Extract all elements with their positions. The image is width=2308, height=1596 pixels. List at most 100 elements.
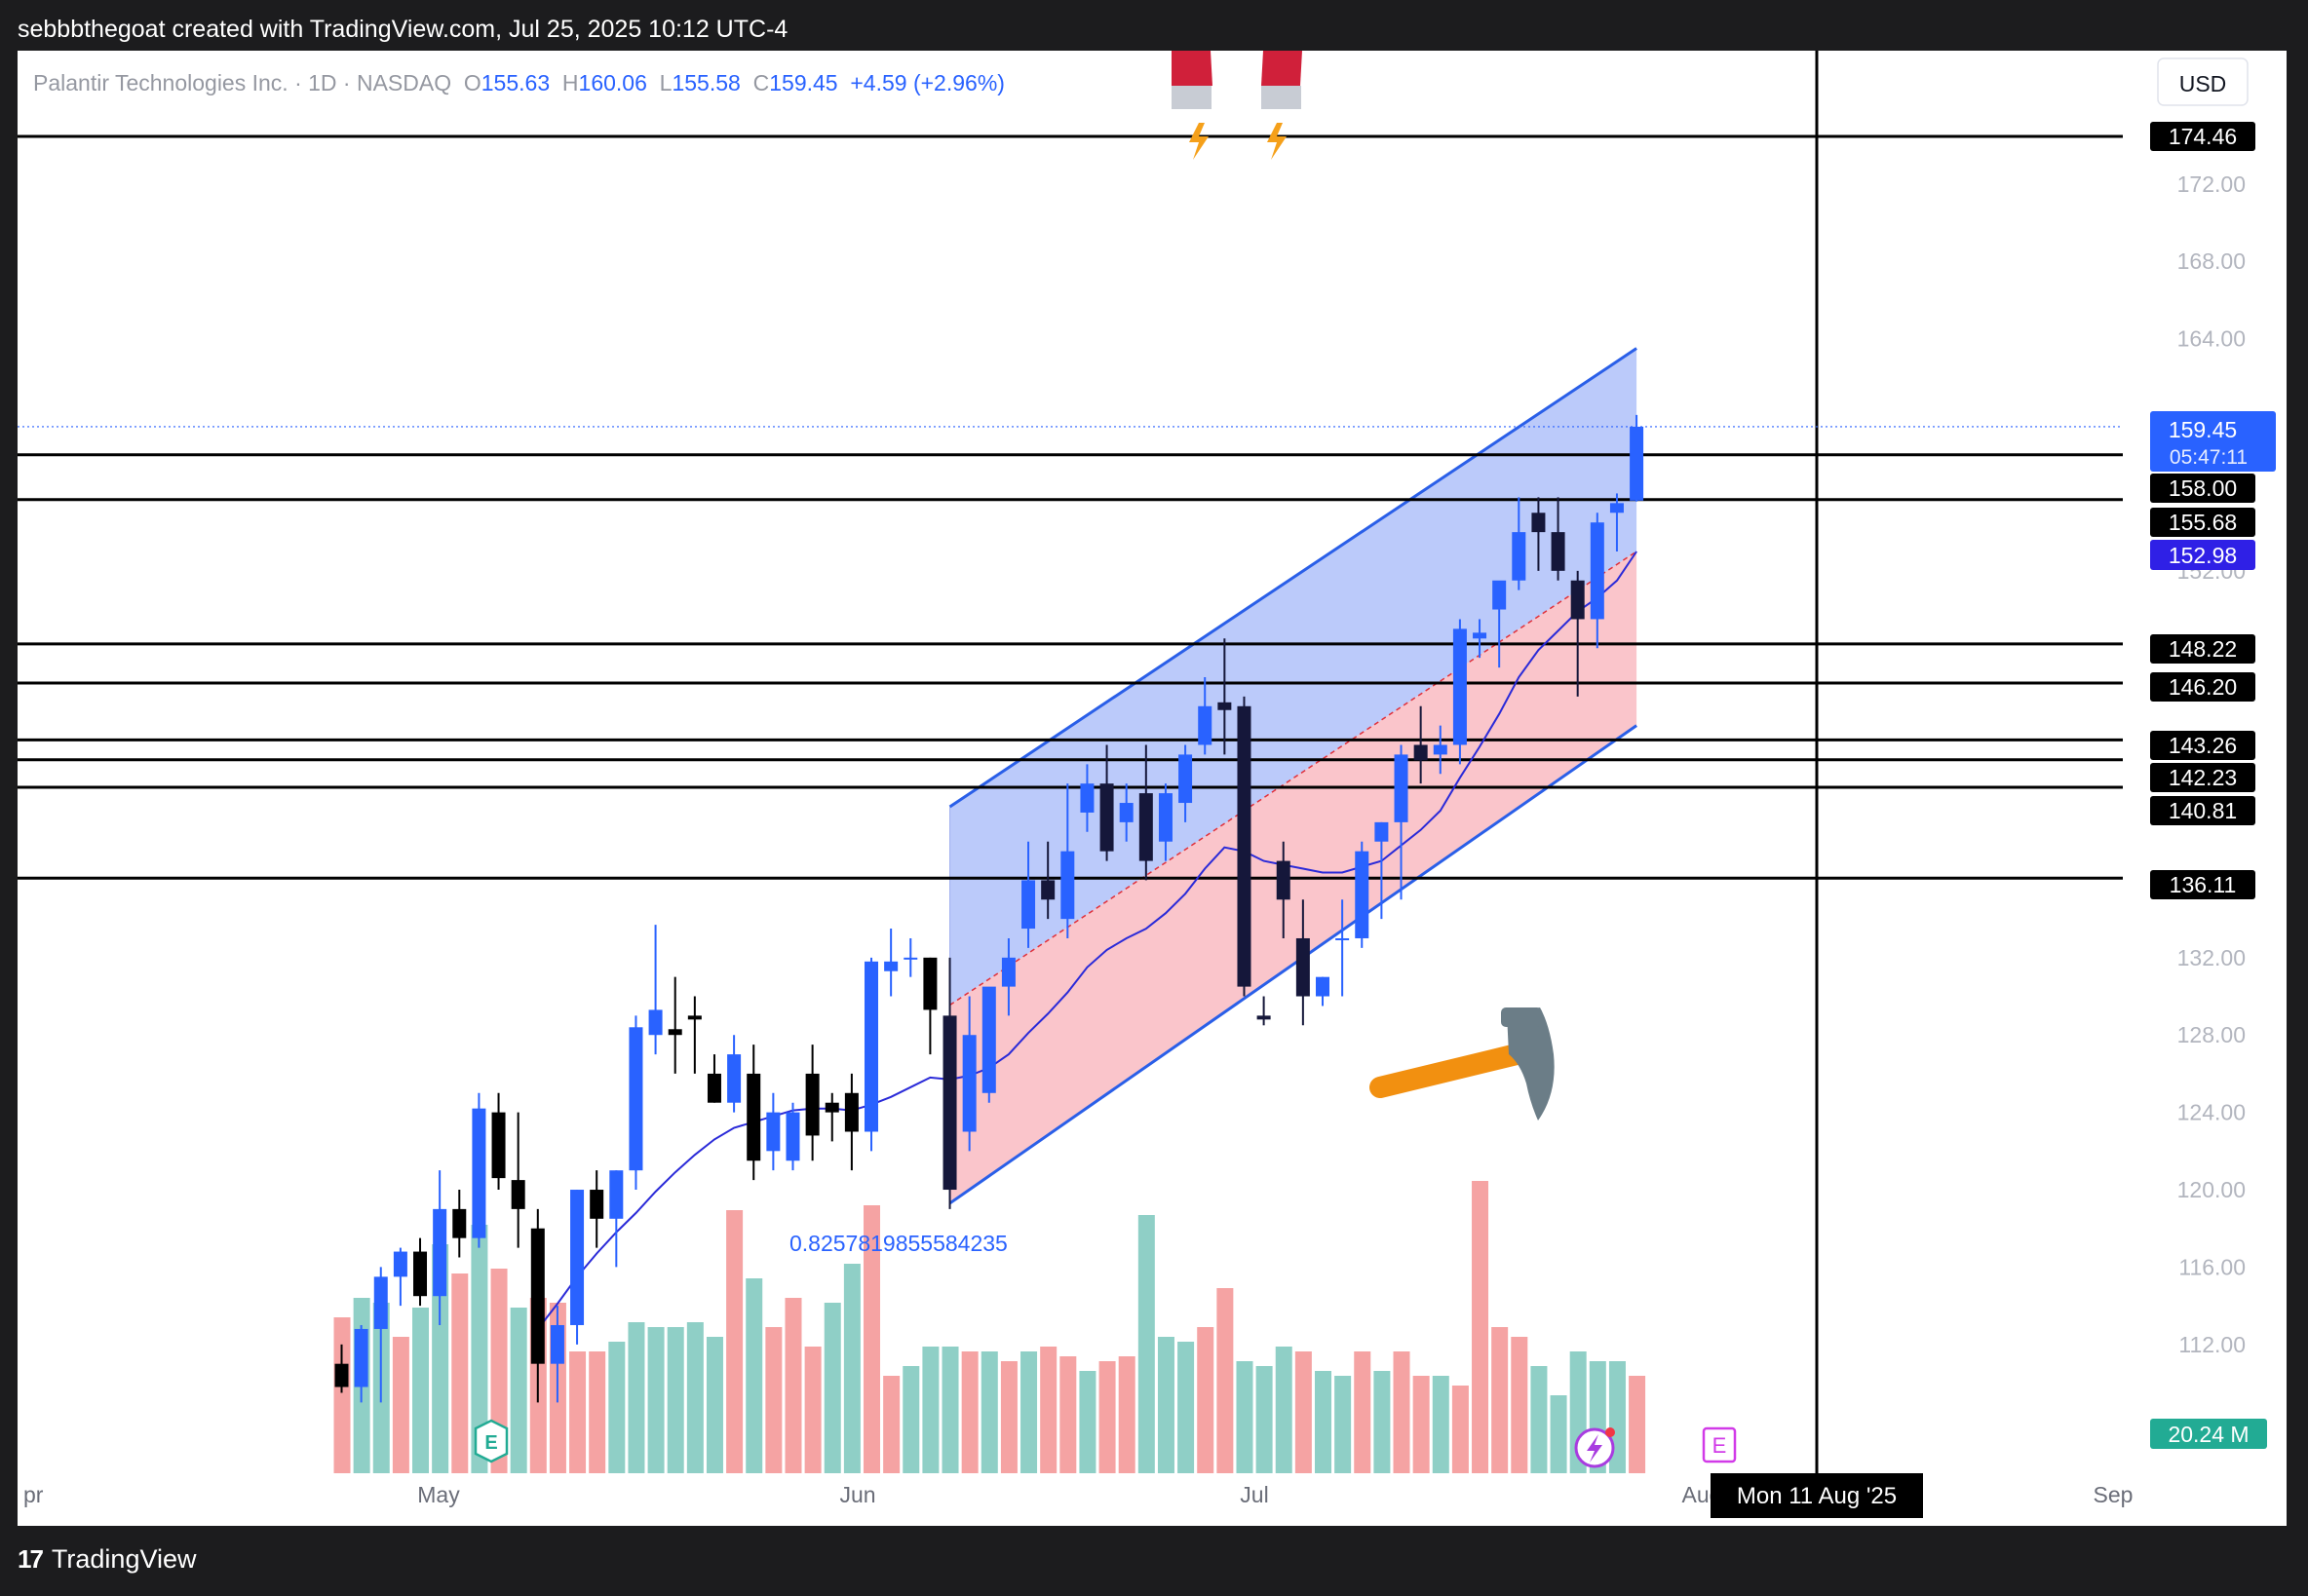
currency-selector[interactable] — [2157, 57, 2249, 106]
candle[interactable] — [1080, 764, 1095, 832]
candle[interactable] — [1276, 841, 1290, 938]
candle[interactable] — [1355, 841, 1369, 948]
candle[interactable] — [805, 1045, 820, 1161]
candle[interactable] — [1060, 783, 1075, 938]
candle[interactable] — [981, 986, 996, 1103]
price-tick-label: 128.00 — [2177, 1022, 2246, 1047]
tradingview-brand[interactable]: 17 TradingView — [18, 1544, 197, 1575]
candle[interactable] — [1394, 744, 1408, 900]
candle[interactable] — [1433, 725, 1447, 775]
candle[interactable] — [629, 1015, 643, 1191]
chart-frame[interactable]: 0.8257819855584235 E E 112.00 116.00 120.00 1… — [18, 51, 2287, 1526]
level-tag-174-46[interactable] — [2150, 122, 2255, 151]
candle[interactable] — [648, 925, 663, 1055]
candle[interactable] — [884, 929, 899, 997]
candle[interactable] — [865, 957, 879, 1152]
candle[interactable] — [1099, 744, 1114, 861]
candle[interactable] — [1001, 937, 1016, 1016]
candle[interactable] — [530, 1208, 545, 1403]
candle[interactable] — [1630, 414, 1644, 502]
level-tag-143-26[interactable] — [2150, 731, 2255, 760]
level-tag-155-68[interactable] — [2150, 508, 2255, 537]
level-tag-142-23[interactable] — [2150, 763, 2255, 792]
candle[interactable] — [707, 1054, 721, 1103]
candle[interactable] — [590, 1170, 604, 1248]
candle[interactable] — [1374, 821, 1389, 920]
candle[interactable] — [1570, 570, 1585, 697]
candle[interactable] — [550, 1306, 564, 1403]
candle[interactable] — [766, 1092, 781, 1171]
candle[interactable] — [1237, 696, 1251, 997]
candle[interactable] — [1256, 996, 1271, 1026]
level-tag-158-00[interactable] — [2150, 474, 2255, 503]
candle[interactable] — [1492, 580, 1507, 668]
current-price-tag[interactable] — [2150, 411, 2276, 472]
volume-tag[interactable] — [2150, 1419, 2267, 1449]
earnings-icon[interactable]: E — [474, 1419, 509, 1463]
candle[interactable] — [511, 1112, 525, 1248]
candle[interactable] — [923, 957, 938, 1055]
candle[interactable] — [668, 976, 682, 1074]
level-tag-label: 143.26 — [2169, 733, 2237, 758]
candle[interactable] — [825, 1092, 839, 1142]
level-tag-148-22[interactable] — [2150, 634, 2255, 664]
level-tag-140-81[interactable] — [2150, 796, 2255, 825]
candle[interactable] — [904, 937, 918, 977]
candle[interactable] — [1295, 899, 1310, 1026]
channel-value-tag[interactable] — [2150, 540, 2255, 570]
candle[interactable] — [491, 1092, 506, 1191]
candle[interactable] — [393, 1247, 407, 1307]
candle[interactable] — [373, 1267, 388, 1403]
price-tick-label: 132.00 — [2177, 945, 2246, 970]
candle[interactable] — [687, 996, 702, 1074]
candle[interactable] — [433, 1170, 447, 1325]
candle[interactable] — [1198, 677, 1212, 755]
candle[interactable] — [747, 1045, 761, 1181]
candle[interactable] — [1590, 513, 1604, 649]
level-tag-146-20[interactable] — [2150, 672, 2255, 702]
candle[interactable] — [727, 1035, 742, 1113]
candle[interactable] — [1551, 497, 1565, 581]
candle[interactable] — [609, 1170, 624, 1268]
channel-upper-line[interactable] — [948, 347, 1637, 809]
price-axis: 112.00 116.00 120.00 124.00 128.00 132.00 152.… — [18, 51, 2287, 1526]
candle[interactable] — [413, 1237, 428, 1307]
candle[interactable] — [1021, 841, 1036, 948]
candle[interactable] — [452, 1190, 467, 1258]
candle[interactable] — [334, 1344, 349, 1393]
candle[interactable] — [472, 1092, 486, 1248]
candle[interactable] — [1609, 493, 1624, 551]
candle[interactable] — [1178, 744, 1193, 822]
earnings-icon[interactable]: E — [1702, 1426, 1737, 1463]
candle[interactable] — [1119, 783, 1134, 842]
candle[interactable] — [1335, 899, 1350, 997]
candle[interactable] — [1217, 638, 1232, 755]
lightning-icon[interactable] — [1574, 1427, 1615, 1468]
candle[interactable] — [1452, 619, 1467, 765]
candle[interactable] — [942, 957, 957, 1209]
candle[interactable] — [1531, 497, 1546, 571]
candle[interactable] — [1316, 976, 1329, 1007]
candle[interactable] — [354, 1324, 368, 1403]
candle-body — [373, 1276, 388, 1329]
volume-bar — [1216, 1288, 1234, 1473]
candle[interactable] — [962, 996, 977, 1152]
candle[interactable] — [1512, 497, 1526, 590]
volume-bar — [864, 1205, 881, 1473]
candle[interactable] — [844, 1073, 859, 1171]
volume-bar — [628, 1322, 645, 1473]
candle[interactable] — [1473, 619, 1487, 659]
channel-mid-line — [949, 551, 1637, 1007]
candle[interactable] — [1158, 783, 1173, 861]
candle[interactable] — [1413, 705, 1428, 784]
candle[interactable] — [570, 1190, 585, 1345]
channel-lower-line[interactable] — [948, 724, 1637, 1205]
candle-body — [962, 1035, 977, 1132]
candle[interactable] — [786, 1102, 800, 1171]
level-tag-136-11[interactable] — [2150, 870, 2255, 899]
candle[interactable] — [1138, 744, 1153, 881]
candle[interactable] — [1041, 841, 1056, 920]
candle-body — [1198, 705, 1212, 745]
hammer-head — [1507, 1007, 1555, 1121]
